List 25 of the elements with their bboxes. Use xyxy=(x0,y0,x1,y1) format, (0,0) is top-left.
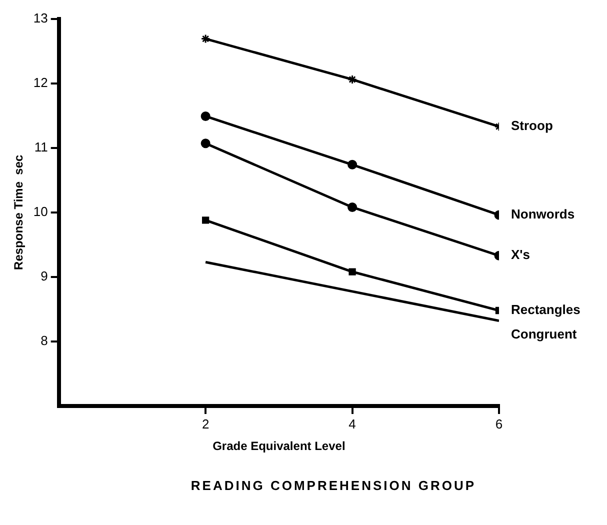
point xyxy=(348,160,358,170)
point xyxy=(348,268,356,276)
x-tick-label: 6 xyxy=(495,416,503,432)
series-label: Rectangles xyxy=(511,302,580,318)
point xyxy=(200,34,210,44)
point xyxy=(200,111,210,121)
point xyxy=(348,74,358,84)
y-tick-label: 10 xyxy=(33,204,48,219)
point xyxy=(200,138,210,148)
series-label: Congruent xyxy=(511,326,578,342)
series-label: Nonwords xyxy=(511,206,575,222)
text: READING COMPREHENSION GROUP xyxy=(190,478,478,493)
y-tick-label: 8 xyxy=(40,333,48,348)
y-axis-title: Response Time sec xyxy=(12,154,26,270)
y-tick-label: 9 xyxy=(40,268,48,284)
point xyxy=(348,202,358,212)
y-tick-label: 11 xyxy=(34,139,48,154)
x-axis-title: Grade Equivalent Level xyxy=(212,439,346,454)
series-label: Stroop xyxy=(511,118,553,134)
y-tick-label: 13 xyxy=(33,10,48,26)
x-tick-label: 4 xyxy=(348,416,356,432)
x-tick-label: 2 xyxy=(202,416,210,432)
series-label: X's xyxy=(511,247,530,262)
y-tick-label: 12 xyxy=(33,74,48,90)
point xyxy=(202,216,210,224)
